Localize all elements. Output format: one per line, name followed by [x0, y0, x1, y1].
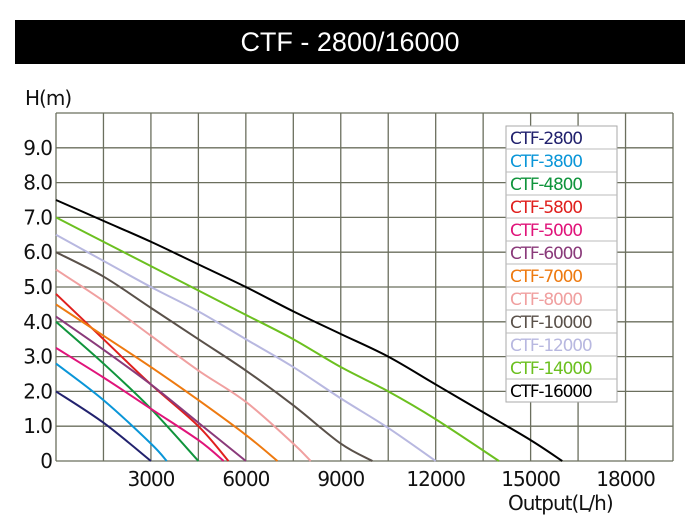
legend-entry: CTF-5800: [510, 198, 582, 218]
y-tick-label: 6.0: [23, 240, 52, 264]
y-tick-label: 0: [40, 449, 52, 473]
legend-entry: CTF-16000: [510, 382, 592, 402]
x-tick-label: 15000: [501, 467, 560, 491]
legend-entry: CTF-3800: [510, 152, 582, 172]
chart-title-bar: CTF - 2800/16000: [15, 20, 685, 64]
x-axis-label: Output(L/h): [508, 491, 613, 515]
y-tick-label: 4.0: [23, 310, 52, 334]
y-axis-label: H(m): [25, 86, 71, 110]
y-tick-label: 8.0: [23, 171, 52, 195]
legend-entry: CTF-6000: [510, 244, 582, 264]
series-line-ctf-14000: [55, 216, 500, 462]
y-tick-label: 9.0: [23, 136, 52, 160]
legend-entry: CTF-2800: [510, 129, 582, 149]
series-line-ctf-12000: [55, 233, 437, 462]
legend-entry: CTF-12000: [510, 336, 592, 356]
legend-entry: CTF-4800: [510, 175, 582, 195]
series-line-ctf-10000: [55, 251, 373, 462]
series-line-ctf-8000: [55, 268, 312, 462]
series-line-ctf-16000: [55, 199, 563, 462]
x-tick-label: 6000: [222, 467, 269, 491]
legend-entry: CTF-7000: [510, 267, 582, 287]
legend-entry: CTF-8000: [510, 290, 582, 310]
series-line-ctf-4800: [55, 321, 200, 462]
x-tick-label: 3000: [127, 467, 174, 491]
series-line-ctf-7000: [55, 303, 279, 462]
legend-entry: CTF-5000: [510, 221, 582, 241]
y-tick-label: 1.0: [23, 414, 52, 438]
y-tick-label: 7.0: [23, 205, 52, 229]
series-line-ctf-2800: [55, 390, 152, 462]
series-line-ctf-6000: [55, 315, 247, 462]
series-line-ctf-3800: [55, 362, 168, 462]
legend-entry: CTF-10000: [510, 313, 592, 333]
y-tick-label: 3.0: [23, 345, 52, 369]
x-tick-label: 9000: [317, 467, 364, 491]
y-tick-label: 5.0: [23, 275, 52, 299]
legend-entry: CTF-14000: [510, 359, 592, 379]
x-tick-label: 18000: [596, 467, 655, 491]
x-tick-label: 12000: [406, 467, 465, 491]
chart-title: CTF - 2800/16000: [240, 26, 460, 57]
y-tick-label: 2.0: [23, 379, 52, 403]
series-line-ctf-5000: [55, 347, 225, 462]
